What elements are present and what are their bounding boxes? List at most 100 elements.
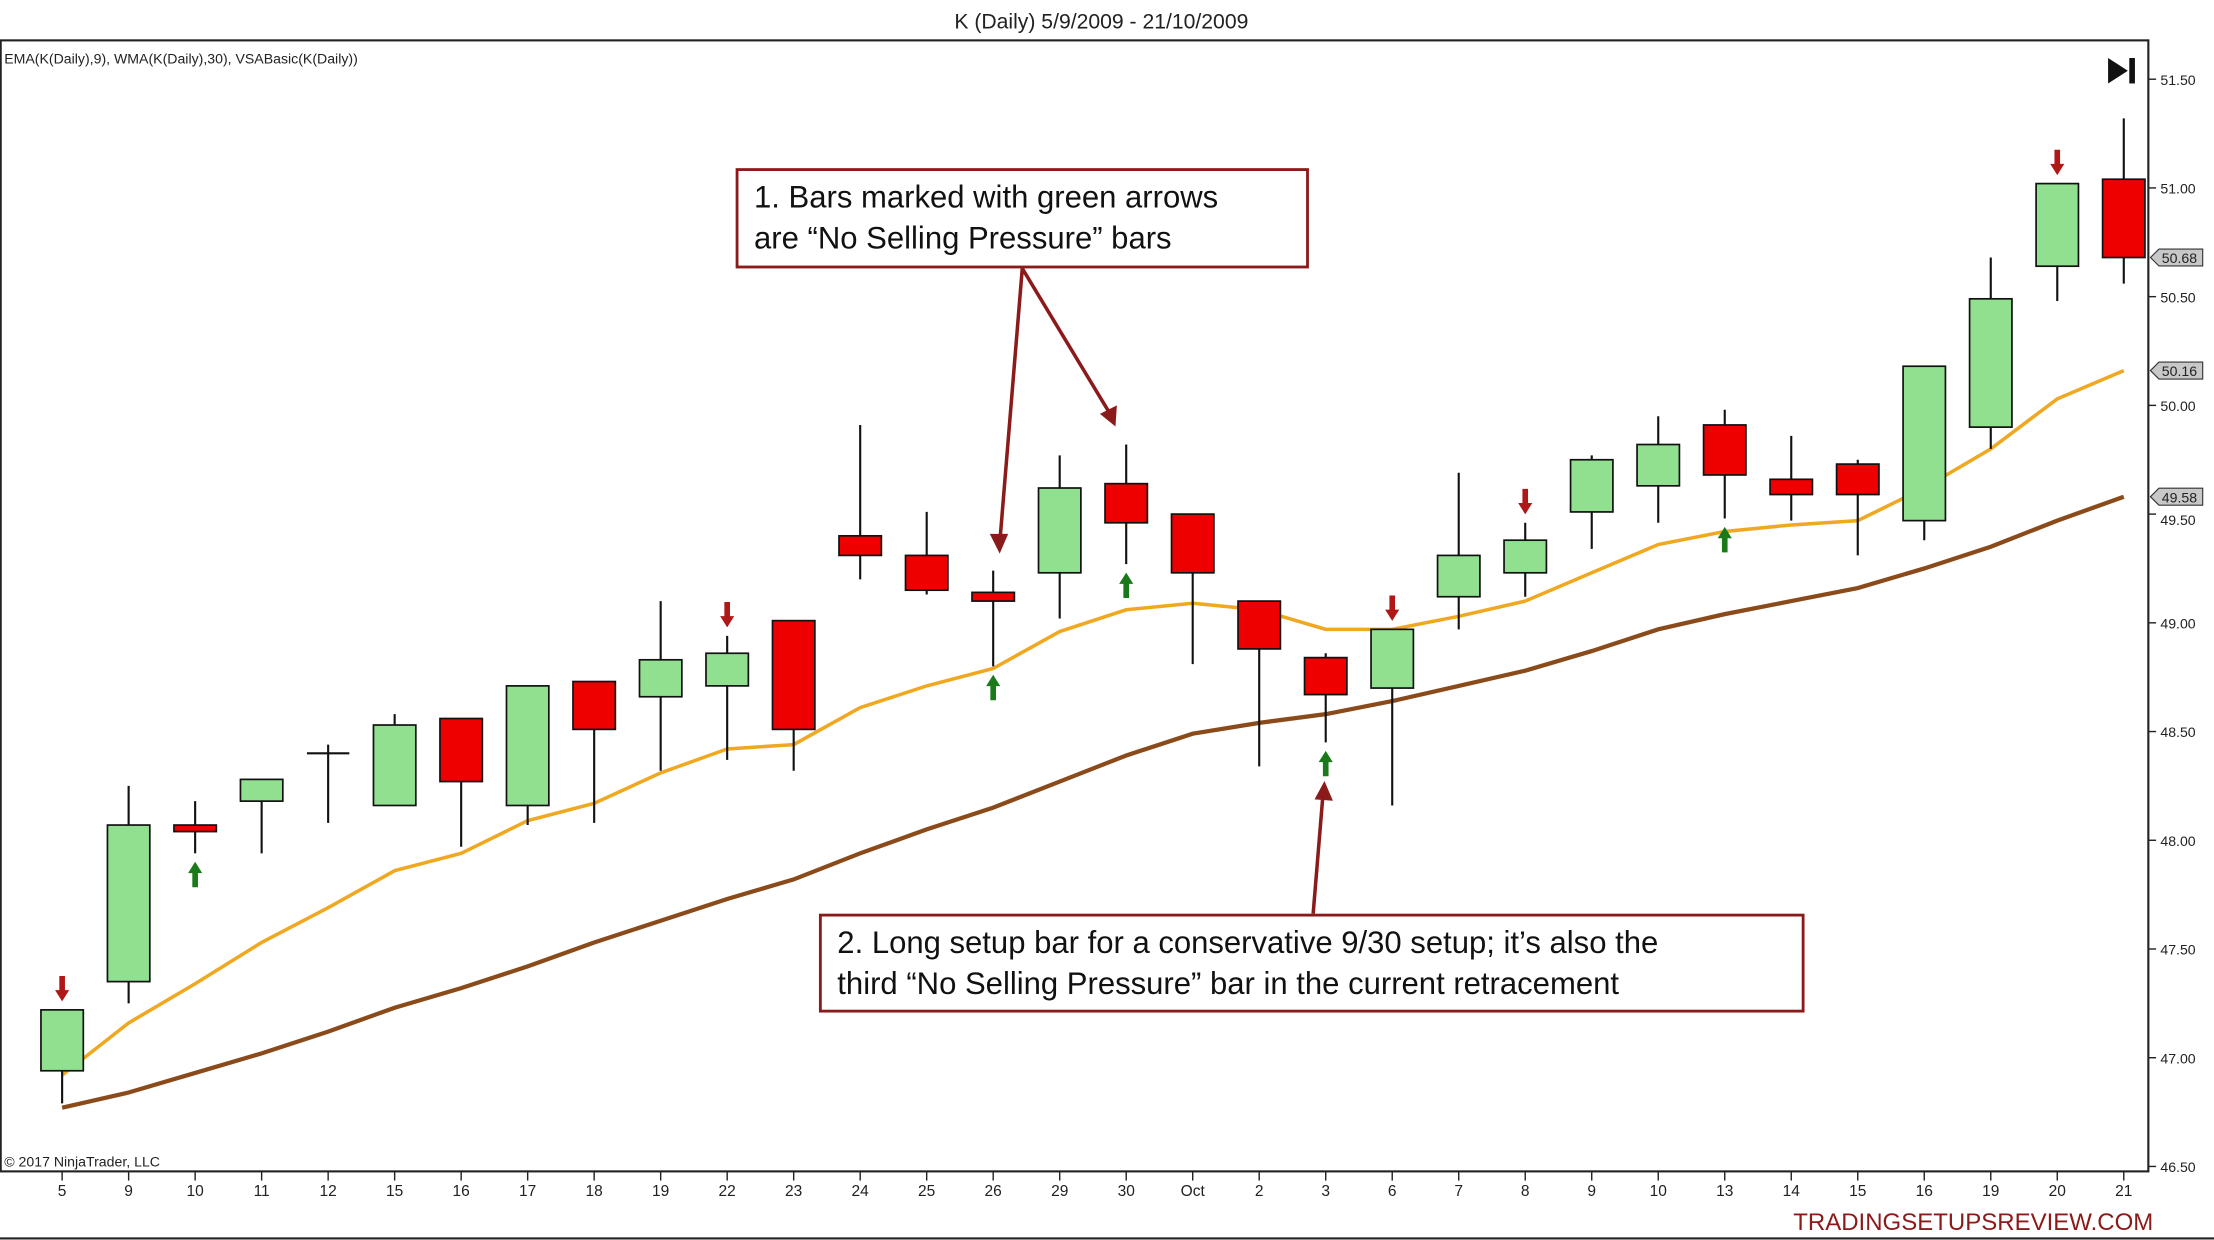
candle xyxy=(1769,435,1814,521)
candle xyxy=(1237,600,1282,767)
y-tick-label: 46.50 xyxy=(2160,1159,2195,1175)
copyright: © 2017 NinjaTrader, LLC xyxy=(4,1153,160,1169)
x-tick-label: 26 xyxy=(985,1183,1002,1200)
candle-body xyxy=(838,534,883,557)
candle-body xyxy=(1303,656,1348,696)
green-up-arrow-icon xyxy=(1119,572,1134,599)
x-tick-label: 9 xyxy=(124,1183,133,1200)
candle-body xyxy=(904,554,949,592)
candle xyxy=(106,785,151,1004)
y-tick-label: 51.00 xyxy=(2160,181,2195,197)
x-tick-label: 9 xyxy=(1587,1183,1596,1200)
candle xyxy=(505,685,550,826)
candle xyxy=(1835,459,1880,556)
y-tick-label: 50.50 xyxy=(2160,289,2195,305)
skip-to-end-icon[interactable] xyxy=(2108,58,2135,84)
annotation-2-line-1: 2. Long setup bar for a conservative 9/3… xyxy=(837,925,1658,960)
annotation-1-line-1: 1. Bars marked with green arrows xyxy=(754,180,1218,215)
candle-body xyxy=(1370,628,1415,689)
price-marker xyxy=(2149,248,2204,267)
candle xyxy=(1636,416,1681,523)
price-marker-label: 50.16 xyxy=(2162,363,2197,379)
candle xyxy=(971,570,1016,667)
candle xyxy=(439,717,484,847)
candle xyxy=(1303,653,1348,743)
x-tick-label: 19 xyxy=(652,1183,669,1200)
green-up-arrow-icon xyxy=(1318,750,1333,777)
candle xyxy=(1370,628,1415,806)
x-tick-label: 18 xyxy=(586,1183,603,1200)
candle xyxy=(1104,444,1149,565)
red-down-arrow-icon xyxy=(55,975,70,1002)
green-up-arrow-icon xyxy=(188,861,203,888)
x-tick-label: 12 xyxy=(320,1183,337,1200)
red-down-arrow-icon xyxy=(2050,149,2065,176)
wma-30-line xyxy=(61,494,2125,1110)
watermark: TRADINGSETUPSREVIEW.COM xyxy=(1793,1209,2153,1236)
candle-body xyxy=(1702,424,1747,476)
candle xyxy=(904,511,949,595)
x-tick-label: 10 xyxy=(187,1183,205,1200)
candle-body xyxy=(1769,478,1814,496)
y-tick-label: 51.50 xyxy=(2160,72,2195,88)
candle-body xyxy=(40,1009,85,1072)
candle-body xyxy=(1503,539,1548,574)
x-tick-label: 5 xyxy=(58,1183,67,1200)
candle-body xyxy=(1569,458,1614,513)
x-tick-label: 16 xyxy=(1916,1183,1933,1200)
candle-body xyxy=(372,724,417,807)
candle-body xyxy=(239,778,284,802)
price-marker xyxy=(2149,361,2204,380)
candle-body xyxy=(173,824,218,833)
candle xyxy=(638,601,683,771)
candle-body xyxy=(1104,482,1149,524)
annotation-2: 2. Long setup bar for a conservative 9/3… xyxy=(818,780,1805,1013)
green-up-arrow-icon xyxy=(986,674,1001,701)
price-marker xyxy=(2149,487,2204,506)
candle xyxy=(705,635,750,760)
y-tick-label: 49.00 xyxy=(2160,615,2195,631)
candle xyxy=(1170,513,1215,665)
candle-body xyxy=(439,717,484,783)
y-tick-label: 49.50 xyxy=(2160,512,2195,528)
x-tick-label: 21 xyxy=(2115,1183,2132,1200)
x-tick-label: 6 xyxy=(1388,1183,1397,1200)
candle xyxy=(239,778,284,854)
candle-body xyxy=(1436,554,1481,598)
candle xyxy=(2035,182,2080,302)
candle-body xyxy=(2035,182,2080,268)
candle-body xyxy=(1968,297,2013,428)
x-tick-label: 8 xyxy=(1521,1183,1530,1200)
candle xyxy=(1037,455,1082,619)
candle-body xyxy=(638,658,683,698)
x-tick-label: 15 xyxy=(1849,1183,1866,1200)
y-tick-label: 50.00 xyxy=(2160,398,2195,414)
x-tick-label: 30 xyxy=(1118,1183,1136,1200)
candle-body xyxy=(1636,443,1681,487)
plot-area xyxy=(0,39,2150,1173)
candle xyxy=(1902,365,1947,541)
ema-9-line xyxy=(61,368,2125,1077)
x-tick-label: 10 xyxy=(1650,1183,1668,1200)
candle xyxy=(771,619,816,771)
x-tick-label: 23 xyxy=(785,1183,802,1200)
y-tick-label: 48.00 xyxy=(2160,833,2195,849)
x-tick-label: 19 xyxy=(1982,1183,1999,1200)
y-tick-label: 47.50 xyxy=(2160,942,2195,958)
candle-body xyxy=(572,680,617,731)
candle-body xyxy=(505,685,550,807)
candle-body xyxy=(1037,487,1082,574)
candle-body xyxy=(106,824,151,983)
indicators-label: EMA(K(Daily),9), WMA(K(Daily),30), VSABa… xyxy=(4,51,358,67)
candle xyxy=(1702,409,1747,519)
candle-body xyxy=(2101,178,2146,259)
price-marker-label: 50.68 xyxy=(2162,250,2197,266)
x-tick-label: Oct xyxy=(1181,1183,1206,1200)
x-tick-label: 13 xyxy=(1716,1183,1733,1200)
x-tick-label: 24 xyxy=(852,1183,870,1200)
price-marker-label: 49.58 xyxy=(2162,489,2197,505)
candle xyxy=(1968,257,2013,449)
x-tick-label: 16 xyxy=(453,1183,470,1200)
candle-body xyxy=(971,591,1016,602)
x-tick-label: 20 xyxy=(2049,1183,2067,1200)
